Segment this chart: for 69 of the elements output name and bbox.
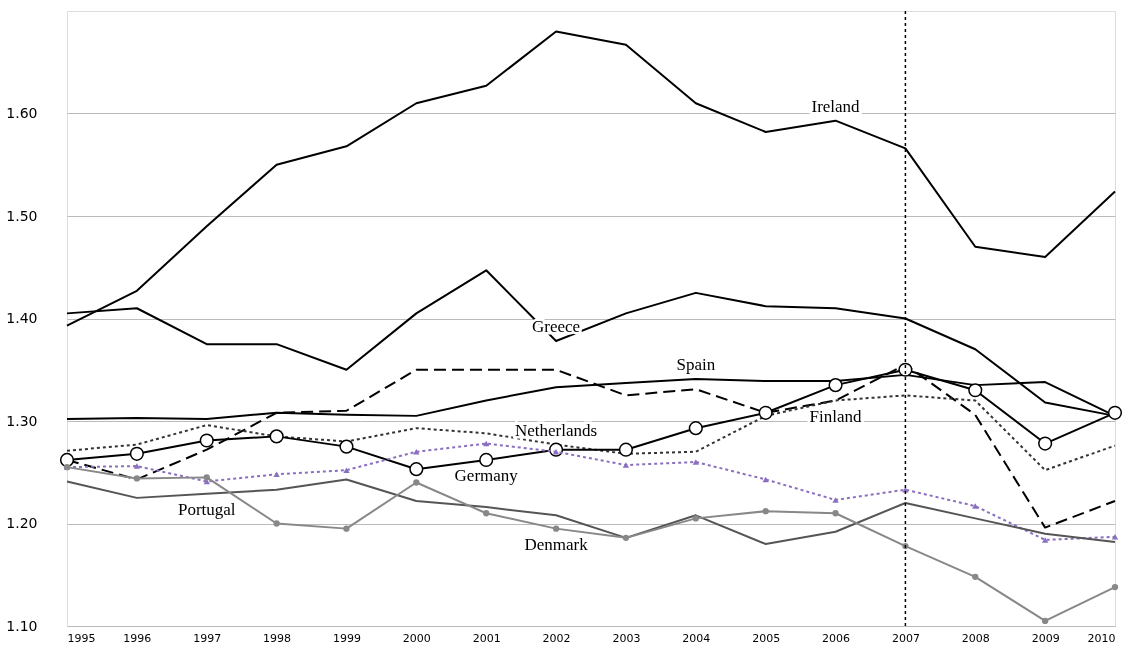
y-tick-label: 1.40 (6, 310, 38, 326)
x-tick-label: 2010 (1087, 631, 1116, 645)
point (483, 440, 490, 447)
point (622, 462, 630, 468)
x-tick-label: 2005 (752, 631, 781, 645)
x-tick-label: 2008 (961, 631, 990, 645)
series-label: Portugal (177, 499, 236, 519)
point (688, 421, 703, 436)
point (762, 508, 769, 515)
point (692, 515, 699, 522)
point (972, 503, 979, 509)
x-tick-label: 1999 (332, 631, 361, 645)
y-tick-label: 1.50 (6, 207, 38, 224)
point (343, 525, 350, 532)
point (129, 446, 144, 461)
point (343, 467, 350, 473)
point (1107, 405, 1123, 420)
point (413, 479, 420, 486)
point (483, 510, 490, 517)
point (618, 442, 634, 457)
point (1038, 436, 1053, 451)
x-tick-label: 1996 (123, 631, 152, 645)
x-tick-label: 1998 (263, 631, 292, 645)
point (203, 474, 210, 481)
x-tick-label: 2002 (542, 631, 571, 645)
x-tick-label: 1995 (67, 631, 96, 645)
point (199, 433, 214, 448)
point (479, 452, 494, 468)
point (968, 383, 983, 398)
series-label: Spain (676, 354, 716, 374)
point (133, 475, 141, 482)
point (409, 462, 424, 477)
x-tick-label: 2000 (402, 631, 431, 645)
x-tick-label: 2006 (822, 631, 851, 645)
point (828, 378, 843, 393)
point (59, 452, 75, 468)
point (1041, 617, 1049, 625)
series-label: Germany (454, 465, 519, 485)
series-label: Ireland (811, 96, 861, 116)
point (758, 405, 773, 420)
point (832, 510, 839, 517)
x-tick-label: 2009 (1031, 631, 1060, 645)
point (1111, 583, 1119, 591)
point (269, 429, 284, 444)
series-label: Denmark (524, 534, 589, 554)
point (133, 463, 141, 469)
y-tick-label: 1.20 (6, 515, 38, 531)
point (972, 573, 979, 580)
point (273, 520, 280, 527)
point (339, 439, 354, 454)
point (762, 476, 769, 483)
point (692, 459, 699, 465)
point (622, 534, 630, 542)
point (1111, 534, 1119, 540)
series-label: Netherlands (515, 420, 598, 440)
point (898, 362, 913, 377)
x-tick-label: 2007 (891, 631, 920, 645)
y-tick-label: 1.60 (6, 105, 38, 121)
y-tick-label: 1.10 (6, 617, 38, 634)
x-tick-label: 2004 (682, 631, 711, 645)
y-tick-label: 1.30 (6, 412, 38, 429)
point (552, 525, 560, 532)
point (273, 471, 280, 478)
x-tick-label: 2001 (472, 631, 501, 645)
point (1041, 537, 1049, 543)
series-label: Finland (809, 406, 862, 426)
x-tick-label: 1997 (193, 631, 222, 645)
point (832, 497, 839, 503)
x-tick-label: 2003 (612, 631, 641, 645)
